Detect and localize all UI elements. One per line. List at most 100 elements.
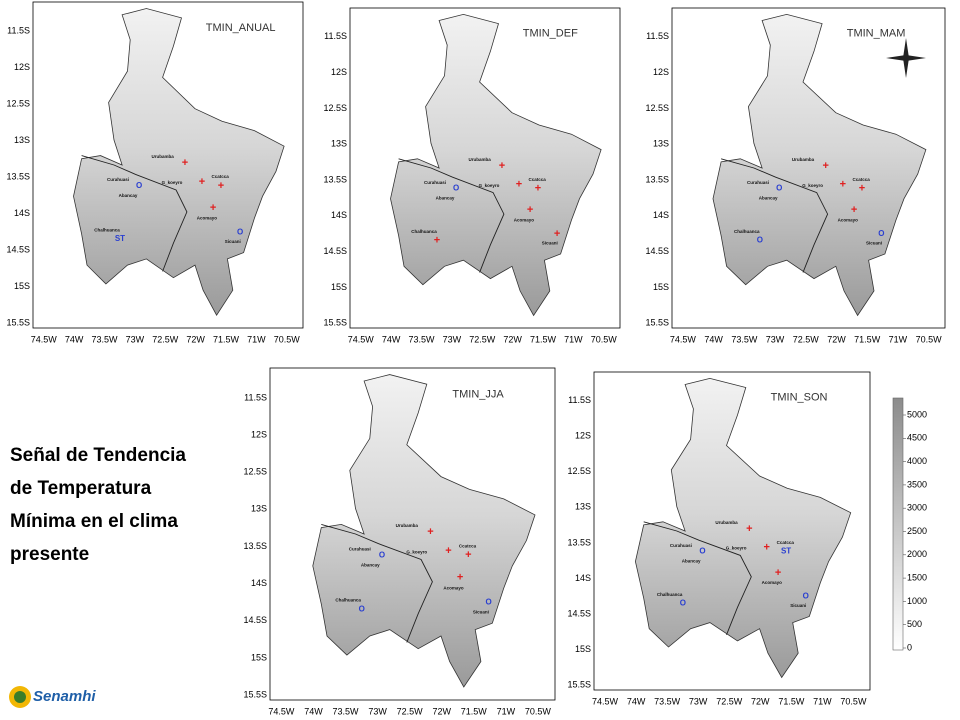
station-symbol: O <box>485 598 491 607</box>
lat-label: 15.5S <box>567 680 591 690</box>
station-label: Acomayo <box>197 215 218 220</box>
caption-line: Señal de Tendencia <box>10 445 186 466</box>
station-symbol: O <box>359 604 365 613</box>
station-symbol: + <box>535 182 541 194</box>
lon-label: 73W <box>689 696 708 706</box>
lon-label: 71.5W <box>778 696 805 706</box>
station-label: G_koeyro <box>802 183 823 188</box>
lon-label: 72W <box>751 696 770 706</box>
station-symbol: O <box>776 184 782 193</box>
station-label: Sicuani <box>225 239 241 244</box>
panel-title: TMIN_DEF <box>523 28 578 40</box>
lat-label: 13S <box>251 504 267 514</box>
station-label: Sicuani <box>473 610 489 615</box>
lat-label: 14S <box>331 210 347 220</box>
lon-label: 70.5W <box>591 334 618 344</box>
lon-label: 73W <box>368 706 387 716</box>
lat-label: 14S <box>575 573 591 583</box>
colorbar-label: 4000 <box>907 456 927 466</box>
station-symbol: + <box>182 157 188 169</box>
station-label: Chalhuanca <box>335 598 361 603</box>
lat-label: 15.5S <box>323 318 347 328</box>
map-panel: TMIN_JJA 11.5S 12S 12.5S 13S 13.5S 14S 14.5S 15S… <box>243 367 556 716</box>
lon-label: 71W <box>889 334 908 344</box>
station-symbol: + <box>499 160 505 172</box>
station-label: Abancay <box>119 193 138 198</box>
lon-label: 71W <box>813 696 832 706</box>
lon-label: 73.5W <box>409 334 436 344</box>
station-symbol: + <box>775 567 781 579</box>
lon-label: 74W <box>382 334 401 344</box>
lon-label: 72W <box>432 706 451 716</box>
lon-label: 72.5W <box>152 334 179 344</box>
lat-label: 13S <box>653 139 669 149</box>
lon-label: 74W <box>304 706 323 716</box>
region-shape <box>312 374 536 688</box>
station-symbol: + <box>218 180 224 192</box>
station-symbol: O <box>136 181 142 190</box>
colorbar-label: 2000 <box>907 549 927 559</box>
station-label: Ccatcca <box>211 174 229 179</box>
station-label: Chalhuanca <box>657 592 683 597</box>
station-label: Urubamba <box>468 157 491 162</box>
map-panel: TMIN_ANUAL 11.5S 12S 12.5S 13S 13.5S 14S 14.5S 1… <box>6 1 304 344</box>
lon-label: 72W <box>503 334 522 344</box>
lat-label: 13.5S <box>243 541 267 551</box>
station-label: Urubamba <box>151 154 174 159</box>
region-shape <box>390 13 602 317</box>
lon-label: 70.5W <box>916 334 943 344</box>
lon-label: 72.5W <box>793 334 820 344</box>
station-label: Curahuasi <box>670 543 692 548</box>
lat-label: 12.5S <box>323 103 347 113</box>
lat-label: 13S <box>331 139 347 149</box>
station-symbol: + <box>199 176 205 188</box>
lat-label: 13.5S <box>567 537 591 547</box>
station-symbol: + <box>457 572 463 584</box>
station-label: Urubamba <box>715 520 738 525</box>
lat-label: 11.5S <box>324 31 347 41</box>
region-shape <box>73 8 285 316</box>
caption-line: presente <box>10 544 89 565</box>
station-label: Abancay <box>682 558 701 563</box>
station-symbol: + <box>822 160 828 172</box>
station-symbol: + <box>554 228 560 240</box>
lon-label: 71W <box>497 706 516 716</box>
station-symbol: + <box>840 179 846 191</box>
logo-text: Senamhi <box>33 688 96 705</box>
colorbar <box>892 397 904 651</box>
lon-label: 73.5W <box>731 334 758 344</box>
lat-label: 11.5S <box>7 26 30 36</box>
station-label: Sicuani <box>866 241 882 246</box>
lon-label: 71.5W <box>213 334 240 344</box>
lon-label: 72.5W <box>716 696 743 706</box>
station-label: Abancay <box>361 563 380 568</box>
station-label: Acomayo <box>514 217 535 222</box>
lon-label: 74W <box>65 334 84 344</box>
region-shape <box>634 377 852 679</box>
station-symbol: O <box>379 550 385 559</box>
lat-label: 15.5S <box>6 317 30 327</box>
lat-label: 12.5S <box>6 99 30 109</box>
lon-label: 74.5W <box>348 334 375 344</box>
station-label: Abancay <box>436 196 455 201</box>
lon-label: 74.5W <box>670 334 697 344</box>
panel-title: TMIN_SON <box>771 391 828 403</box>
map-panel: TMIN_SON 11.5S 12S 12.5S 13S 13.5S 14S 14.5S 15S… <box>567 371 871 706</box>
lat-label: 14S <box>14 208 30 218</box>
station-symbol: + <box>764 541 770 553</box>
station-symbol: + <box>859 182 865 194</box>
lon-label: 73.5W <box>654 696 681 706</box>
station-label: Acomayo <box>443 585 464 590</box>
map-panel: TMIN_DEF 11.5S 12S 12.5S 13S 13.5S 14S 14.5S 15S… <box>323 7 621 344</box>
station-label: Curahuasi <box>107 177 129 182</box>
lon-label: 74.5W <box>592 696 619 706</box>
station-label: Acomayo <box>838 217 859 222</box>
colorbar-label: 500 <box>907 619 922 629</box>
lat-label: 15S <box>331 282 347 292</box>
station-label: Acomayo <box>762 580 783 585</box>
lat-label: 12.5S <box>567 466 591 476</box>
caption: Señal de Tendencia de Temperatura Mínima… <box>10 445 186 565</box>
lon-label: 72.5W <box>397 706 424 716</box>
station-symbol: O <box>757 236 763 245</box>
lon-label: 73W <box>766 334 785 344</box>
